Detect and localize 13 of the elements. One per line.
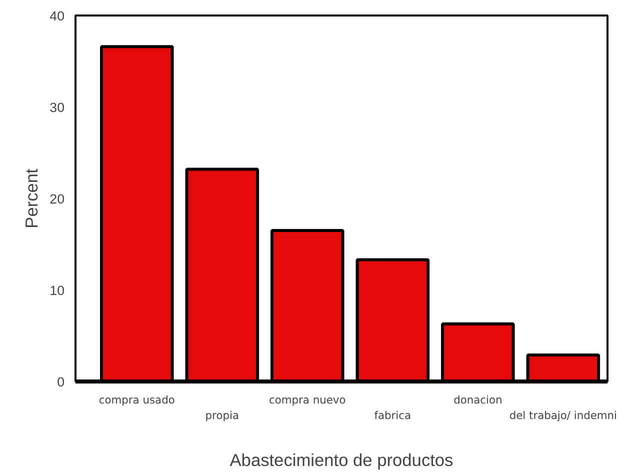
y-tick-label: 0: [57, 374, 65, 390]
x-tick-label: compra nuevo: [269, 394, 346, 406]
y-tick-label: 30: [50, 100, 65, 115]
x-tick-label: fabrica: [374, 409, 412, 422]
x-tick-label: propia: [205, 409, 239, 422]
y-tick-label: 10: [50, 283, 65, 298]
x-tick-label: compra usado: [98, 394, 175, 406]
x-axis-title: Abastecimiento de productos: [230, 450, 454, 470]
y-tick-label: 40: [50, 8, 65, 24]
y-axis-title: Percent: [22, 168, 42, 228]
x-tick-label: del trabajo/ indemni: [509, 409, 617, 422]
y-tick-label: 20: [50, 192, 65, 206]
x-tick-label: donacion: [454, 394, 502, 406]
